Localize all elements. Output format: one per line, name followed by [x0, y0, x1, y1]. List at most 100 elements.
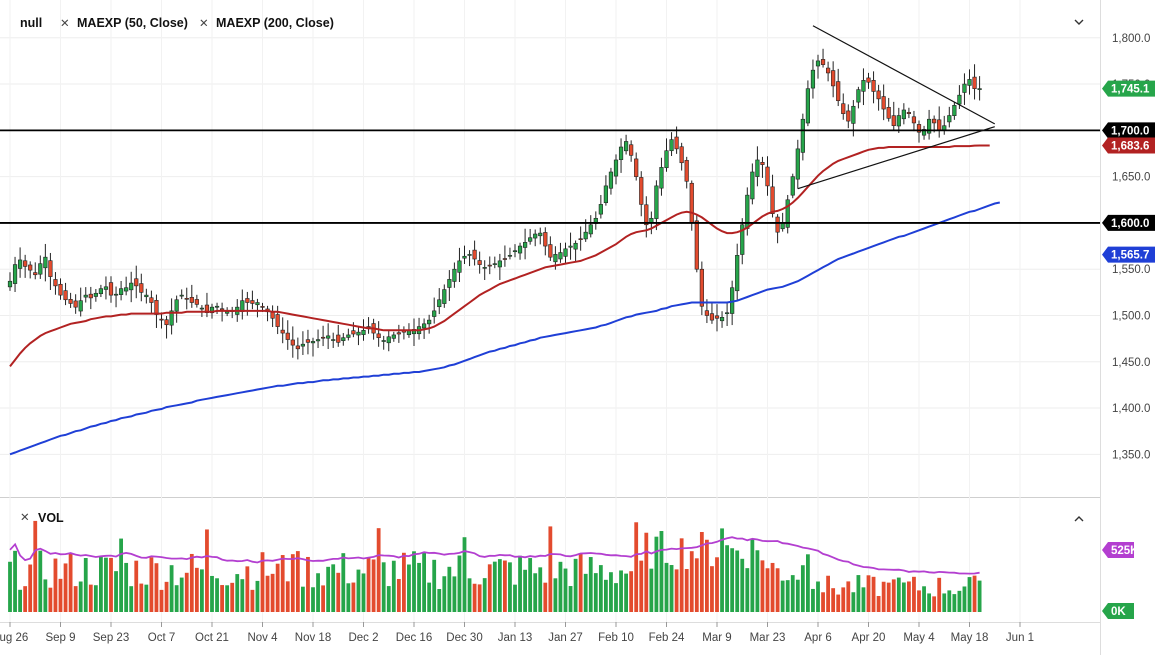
volume-bar — [533, 573, 538, 612]
volume-bar — [977, 580, 982, 612]
volume-bar — [795, 579, 800, 612]
time-tick-label: May 18 — [951, 632, 989, 644]
volume-bar — [568, 586, 573, 612]
remove-ma200-icon[interactable]: ✕ — [199, 18, 209, 30]
candle-body — [58, 283, 63, 296]
time-tick-label: Nov 4 — [247, 632, 278, 644]
time-tick-label: Feb 24 — [649, 632, 685, 644]
candle-body — [396, 332, 401, 335]
volume-bar — [417, 562, 421, 612]
candle-body — [43, 256, 48, 269]
volume-bar — [326, 566, 331, 612]
volume-bar — [58, 578, 63, 612]
candle-body — [159, 318, 164, 321]
volume-bar — [487, 564, 492, 612]
volume-bar — [28, 564, 33, 612]
volume-bar — [336, 572, 341, 612]
volume-bar — [129, 586, 134, 612]
candle-body — [326, 335, 331, 339]
candle-body — [825, 67, 831, 74]
candle-body — [694, 220, 699, 270]
volume-bar — [654, 536, 659, 612]
chevron-up-icon[interactable] — [1074, 516, 1084, 522]
candle-body — [896, 115, 901, 127]
candle-body — [275, 314, 280, 327]
volume-bar — [644, 532, 649, 612]
candle-body — [245, 298, 250, 303]
volume-bar — [48, 587, 53, 612]
candle-body — [169, 310, 174, 326]
volume-bar — [492, 561, 497, 612]
remove-ma50-icon[interactable]: ✕ — [60, 18, 70, 30]
volume-bar — [240, 579, 245, 612]
candle-body — [553, 254, 558, 263]
volume-bar — [583, 573, 588, 612]
candle-body — [255, 302, 260, 306]
candle-body — [613, 159, 619, 177]
legend-ma200[interactable]: MAEXP (200, Close) — [216, 16, 334, 30]
volume-bar — [457, 555, 462, 612]
candle-body — [861, 80, 866, 92]
volume-bar — [937, 577, 942, 612]
candle-body — [336, 334, 341, 343]
price-tag-label: 1,700.0 — [1111, 125, 1149, 137]
levels — [0, 25, 1100, 224]
volume-bar — [578, 553, 583, 612]
candle-body — [250, 300, 255, 304]
volume-bar — [886, 582, 891, 612]
candle-body — [7, 280, 13, 288]
candle-body — [351, 330, 356, 335]
time-tick-label: Oct 7 — [148, 632, 175, 644]
volume-bar — [558, 561, 563, 612]
candle-body — [154, 300, 159, 315]
legend-ma50[interactable]: MAEXP (50, Close) — [77, 16, 188, 30]
volume-bar — [821, 592, 825, 612]
volume-bar — [684, 569, 689, 612]
volume-bar — [432, 559, 437, 612]
volume-bar — [952, 594, 957, 612]
candle-body — [856, 89, 861, 103]
volume-average-line — [9, 536, 980, 575]
volume-bar — [154, 563, 159, 612]
time-axis[interactable]: Aug 26 Sep 9 Sep 23 Oct 7 Oct 21 Nov 4 Nov 18 D… — [0, 622, 1034, 644]
candle-body — [815, 60, 821, 67]
candle-body — [689, 182, 694, 224]
volume-bar — [13, 550, 17, 612]
chevron-down-icon[interactable] — [1074, 19, 1084, 25]
volume-bar — [508, 562, 512, 612]
candle-body — [285, 332, 290, 340]
candle-body — [346, 334, 351, 338]
volume-bar — [917, 590, 921, 612]
volume-bar — [109, 557, 113, 612]
volume-bar — [341, 553, 346, 612]
candle-body — [391, 334, 396, 339]
volume-bar — [518, 555, 522, 612]
candle-body — [98, 288, 103, 295]
remove-volume-icon[interactable]: ✕ — [20, 512, 30, 524]
candle-body — [528, 237, 533, 242]
volume-bar — [593, 573, 598, 612]
candle-body — [462, 255, 467, 259]
volume-tag — [1102, 542, 1134, 558]
volume-bar — [194, 567, 199, 612]
volume-bar — [316, 573, 320, 612]
candle-body — [876, 90, 881, 100]
candle-body — [88, 293, 93, 299]
candle-body — [139, 283, 144, 293]
volume-bar — [285, 581, 290, 612]
volume-bar — [396, 578, 401, 612]
candle-body — [669, 139, 674, 152]
candle-body — [588, 224, 593, 235]
legend-volume[interactable]: VOL — [38, 511, 64, 525]
volume-bar — [184, 572, 189, 612]
candle-body — [149, 297, 154, 303]
candle-body — [543, 232, 548, 247]
candle-body — [315, 339, 321, 342]
candle-body — [750, 171, 755, 200]
volume-bar — [376, 528, 381, 612]
volume-bar — [346, 583, 351, 612]
price-tags: 1,745.1 1,700.0 1,683.6 1,600.0 1,565.7 525K 0… — [1102, 80, 1155, 619]
volume-bar — [189, 553, 194, 612]
